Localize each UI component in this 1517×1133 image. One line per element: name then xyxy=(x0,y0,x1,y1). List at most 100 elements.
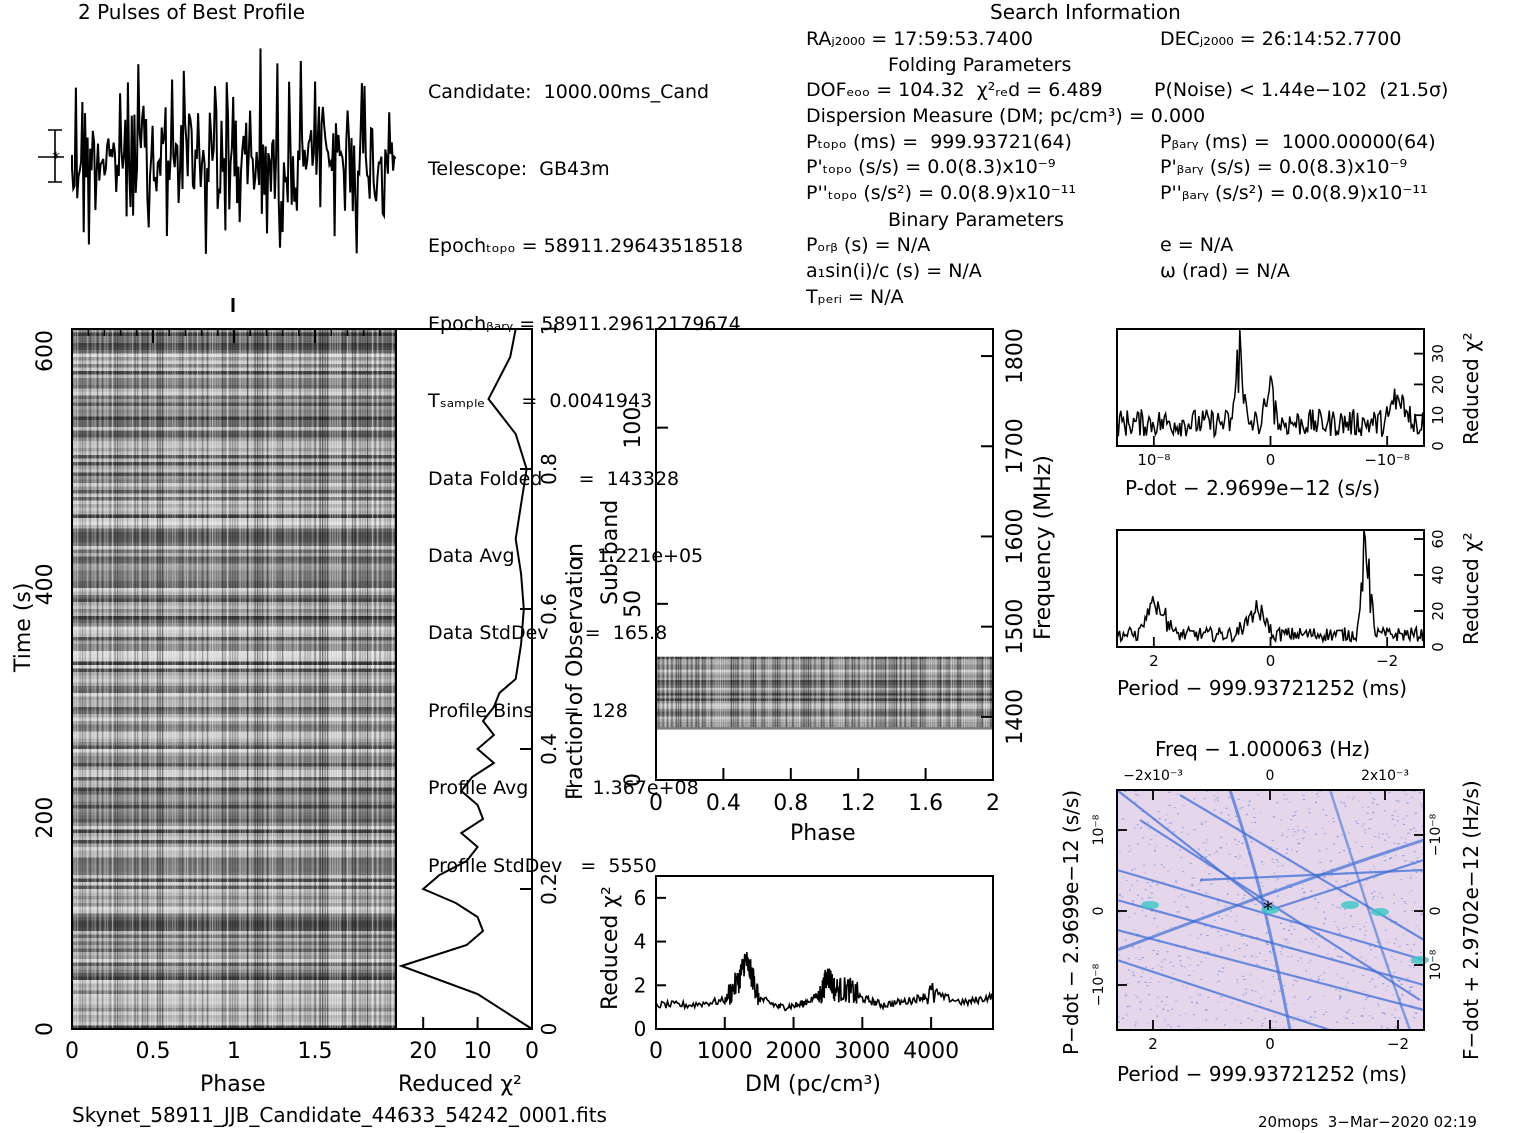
noise-speck xyxy=(1290,925,1293,927)
noise-speck xyxy=(1393,894,1396,896)
noise-speck xyxy=(1193,1014,1196,1016)
noise-speck xyxy=(1325,814,1328,816)
time-row xyxy=(72,357,396,361)
noise-speck xyxy=(1217,1001,1220,1003)
noise-speck xyxy=(1254,821,1257,823)
noise-speck xyxy=(1339,990,1341,992)
noise-speck xyxy=(1189,934,1192,936)
x-tick-label: 0.8 xyxy=(773,791,808,816)
noise-speck xyxy=(1122,877,1125,879)
noise-speck xyxy=(1225,1009,1228,1011)
noise-speck xyxy=(1295,851,1298,853)
phase-column xyxy=(344,329,346,1029)
noise-speck xyxy=(1125,992,1128,994)
noise-speck xyxy=(1291,849,1293,851)
phase-column xyxy=(337,329,339,1029)
phase-column xyxy=(322,329,324,1029)
noise-speck xyxy=(1261,861,1263,863)
ridge-peak xyxy=(1141,901,1159,909)
noise-speck xyxy=(1269,952,1272,954)
y-tick-right-label: −10⁻⁸ xyxy=(1428,813,1444,856)
phase-column xyxy=(379,329,381,1029)
noise-speck xyxy=(1128,916,1131,918)
time-row xyxy=(72,605,396,610)
noise-speck xyxy=(1164,819,1167,821)
noise-speck xyxy=(1305,826,1308,828)
noise-speck xyxy=(1363,1007,1366,1009)
noise-speck xyxy=(1346,1011,1349,1013)
noise-speck xyxy=(1327,821,1330,823)
subband-column xyxy=(693,656,695,728)
subband-column xyxy=(766,656,768,728)
phase-column xyxy=(194,329,196,1029)
noise-speck xyxy=(1224,905,1227,907)
noise-speck xyxy=(1331,904,1334,906)
noise-speck xyxy=(1169,961,1172,963)
noise-speck xyxy=(1322,995,1325,997)
subband-column xyxy=(878,656,880,728)
noise-speck xyxy=(1300,1015,1303,1017)
phase-column xyxy=(392,329,394,1029)
noise-speck xyxy=(1250,938,1253,940)
noise-speck xyxy=(1309,959,1312,961)
noise-speck xyxy=(1150,892,1153,894)
time-row xyxy=(72,402,396,407)
time-row xyxy=(72,574,396,578)
noise-speck xyxy=(1136,880,1138,882)
time-row xyxy=(72,490,396,494)
subband-column xyxy=(686,656,688,728)
x-tick-label: 0 xyxy=(525,1039,539,1064)
noise-speck xyxy=(1402,823,1405,825)
time-row xyxy=(72,728,396,732)
phase-column xyxy=(224,329,226,1029)
noise-speck xyxy=(1156,883,1159,885)
noise-speck xyxy=(1213,809,1216,811)
noise-speck xyxy=(1282,798,1285,800)
noise-speck xyxy=(1341,956,1343,958)
noise-speck xyxy=(1287,883,1290,886)
noise-speck xyxy=(1234,949,1236,951)
noise-speck xyxy=(1339,932,1341,934)
subband-column xyxy=(937,656,939,728)
phase-column xyxy=(217,329,219,1029)
noise-speck xyxy=(1160,1000,1163,1002)
noise-speck xyxy=(1191,883,1193,885)
noise-speck xyxy=(1118,954,1121,956)
noise-speck xyxy=(1200,978,1203,980)
noise-speck xyxy=(1274,888,1277,890)
y-tick-right-label: 0 xyxy=(1428,907,1444,916)
subband-column xyxy=(781,656,783,728)
subband-column xyxy=(788,656,790,728)
noise-speck xyxy=(1414,1012,1417,1014)
time-row xyxy=(72,395,396,400)
phase-column xyxy=(254,329,256,1029)
noise-speck xyxy=(1332,867,1335,869)
noise-speck xyxy=(1386,941,1389,943)
noise-speck xyxy=(1313,1016,1316,1018)
time-row xyxy=(72,476,396,480)
noise-speck xyxy=(1312,941,1314,943)
noise-speck xyxy=(1154,835,1157,837)
time-row xyxy=(72,952,396,956)
noise-speck xyxy=(1374,946,1377,948)
subband-column xyxy=(662,656,664,728)
subband-column xyxy=(838,656,840,728)
pddot-topo-line: P''ₜₒₚₒ (s/s²) = 0.0(8.9)x10⁻¹¹ xyxy=(806,182,1076,204)
noise-speck xyxy=(1181,827,1184,829)
noise-speck xyxy=(1369,981,1372,983)
noise-speck xyxy=(1126,983,1129,985)
x-tick-label: 0 xyxy=(65,1039,79,1064)
y-tick-label: 60 xyxy=(1429,529,1447,548)
noise-speck xyxy=(1421,914,1424,916)
noise-speck xyxy=(1409,861,1412,863)
noise-speck xyxy=(1205,957,1207,959)
noise-speck xyxy=(1251,1000,1253,1002)
noise-speck xyxy=(1253,807,1255,810)
x-tick-label: −10⁻⁸ xyxy=(1364,451,1410,469)
time-row xyxy=(72,871,396,876)
noise-speck xyxy=(1333,843,1336,845)
time-row xyxy=(72,735,396,739)
noise-speck xyxy=(1158,818,1161,820)
noise-speck xyxy=(1179,849,1182,851)
phase-column xyxy=(312,329,314,1029)
